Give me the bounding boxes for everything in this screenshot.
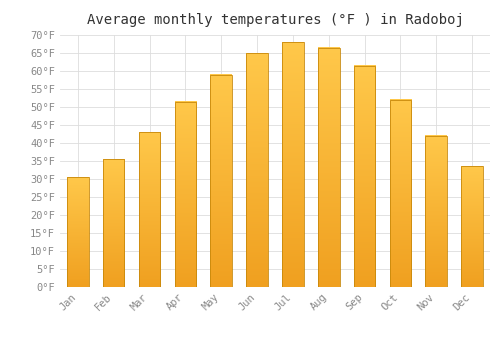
Bar	[103, 159, 124, 287]
Bar	[390, 100, 411, 287]
Bar	[426, 136, 447, 287]
Bar	[139, 132, 160, 287]
Title: Average monthly temperatures (°F ) in Radoboj: Average monthly temperatures (°F ) in Ra…	[86, 13, 464, 27]
Bar	[354, 65, 376, 287]
Bar	[210, 75, 232, 287]
Bar	[462, 166, 483, 287]
Bar	[282, 42, 304, 287]
Bar	[246, 53, 268, 287]
Bar	[318, 48, 340, 287]
Bar	[174, 102, 196, 287]
Bar	[67, 177, 88, 287]
